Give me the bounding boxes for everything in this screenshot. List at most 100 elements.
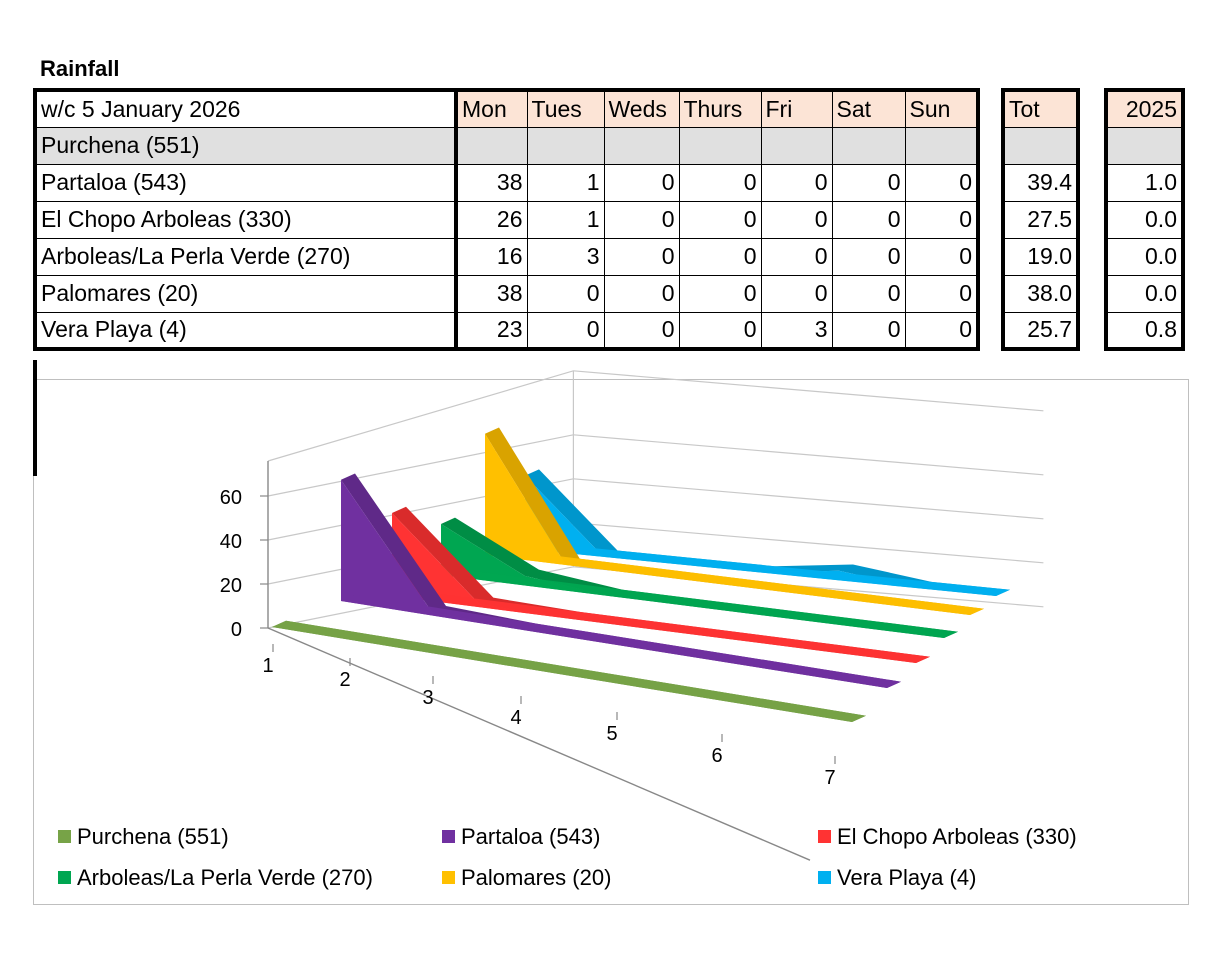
rain-cell: 0: [678, 311, 762, 350]
year-cell: 0.8: [1105, 311, 1184, 350]
legend-swatch: [442, 829, 455, 843]
rainfall-table: w/c 5 January 2026 Mon Tues Weds Thurs F…: [33, 88, 980, 351]
legend-item: El Chopo Arboleas (330): [818, 824, 1077, 850]
table-header-row: w/c 5 January 2026 Mon Tues Weds Thurs F…: [34, 89, 979, 128]
rain-cell: 0: [760, 200, 833, 239]
rain-cell: [678, 126, 762, 165]
rain-cell: 0: [831, 163, 906, 202]
rain-cell: 0: [904, 311, 979, 350]
rain-cell: [904, 126, 979, 165]
table-border-line: [33, 360, 37, 476]
rain-cell: 0: [678, 163, 762, 202]
year-cell: 0.0: [1105, 274, 1184, 313]
rain-cell: 0: [603, 200, 680, 239]
total-cell: 39.4: [1002, 163, 1079, 202]
table-row: Arboleas/La Perla Verde (270) 16 3 0 0 0…: [34, 237, 979, 276]
rain-cell: 0: [760, 237, 833, 276]
legend-swatch: [818, 829, 831, 843]
total-header: Tot: [1002, 89, 1079, 128]
rain-cell: 1: [526, 200, 605, 239]
rain-cell: 1: [526, 163, 605, 202]
legend-swatch: [442, 870, 455, 884]
rain-cell: 0: [526, 274, 605, 313]
rain-cell: 0: [603, 274, 680, 313]
rain-cell: [603, 126, 680, 165]
table-row: Vera Playa (4) 23 0 0 0 3 0 0: [34, 311, 979, 350]
legend-item: Palomares (20): [442, 865, 611, 891]
legend-label: Arboleas/La Perla Verde (270): [77, 865, 373, 890]
legend-label: Palomares (20): [461, 865, 612, 890]
rain-cell: 23: [454, 311, 528, 350]
table-row: Purchena (551): [34, 126, 979, 165]
legend-item: Arboleas/La Perla Verde (270): [58, 865, 373, 891]
table-row: El Chopo Arboleas (330) 26 1 0 0 0 0 0: [34, 200, 979, 239]
station-name: Palomares (20): [34, 274, 457, 313]
rain-cell: 3: [526, 237, 605, 276]
legend-swatch: [58, 829, 71, 843]
year-cell: [1105, 126, 1184, 165]
total-cell: [1002, 126, 1079, 165]
rain-cell: 0: [603, 311, 680, 350]
rain-cell: 0: [678, 200, 762, 239]
station-name: Arboleas/La Perla Verde (270): [34, 237, 457, 276]
rain-cell: [454, 126, 528, 165]
rain-cell: 0: [831, 237, 906, 276]
total-cell: 27.5: [1002, 200, 1079, 239]
table-row: Partaloa (543) 38 1 0 0 0 0 0: [34, 163, 979, 202]
total-cell: 38.0: [1002, 274, 1079, 313]
page-title: Rainfall: [40, 56, 120, 81]
week-label: w/c 5 January 2026: [34, 89, 457, 128]
rain-cell: 38: [454, 274, 528, 313]
rain-cell: 0: [831, 200, 906, 239]
rain-cell: 16: [454, 237, 528, 276]
day-header-weds: Weds: [603, 89, 680, 128]
station-name: Purchena (551): [34, 126, 457, 165]
rain-cell: 0: [603, 237, 680, 276]
rain-cell: 0: [904, 200, 979, 239]
year-table: 2025 1.0 0.0 0.0 0.0 0.8: [1104, 88, 1185, 351]
legend-item: Partaloa (543): [442, 824, 600, 850]
total-cell: 19.0: [1002, 237, 1079, 276]
day-header-sun: Sun: [904, 89, 979, 128]
total-cell: 25.7: [1002, 311, 1079, 350]
rain-cell: 26: [454, 200, 528, 239]
station-name: Vera Playa (4): [34, 311, 457, 350]
rain-cell: 0: [904, 274, 979, 313]
station-name: El Chopo Arboleas (330): [34, 200, 457, 239]
day-header-thurs: Thurs: [678, 89, 762, 128]
rain-cell: 0: [831, 311, 906, 350]
total-table: Tot 39.4 27.5 19.0 38.0 25.7: [1001, 88, 1080, 351]
rain-cell: 0: [831, 274, 906, 313]
rain-cell: [760, 126, 833, 165]
rain-cell: 0: [904, 163, 979, 202]
year-cell: 1.0: [1105, 163, 1184, 202]
day-header-sat: Sat: [831, 89, 906, 128]
day-header-tues: Tues: [526, 89, 605, 128]
day-header-fri: Fri: [760, 89, 833, 128]
day-header-mon: Mon: [454, 89, 528, 128]
legend-item: Vera Playa (4): [818, 865, 976, 891]
rain-cell: 0: [678, 274, 762, 313]
legend-swatch: [58, 870, 71, 884]
rain-cell: 0: [904, 237, 979, 276]
legend-label: Vera Playa (4): [837, 865, 977, 890]
station-name: Partaloa (543): [34, 163, 457, 202]
legend-label: Partaloa (543): [461, 824, 601, 849]
legend-swatch: [818, 870, 831, 884]
rain-cell: 0: [603, 163, 680, 202]
legend-label: Purchena (551): [77, 824, 229, 849]
table-row: Palomares (20) 38 0 0 0 0 0 0: [34, 274, 979, 313]
rain-cell: 0: [760, 163, 833, 202]
rain-cell: [526, 126, 605, 165]
rain-cell: 0: [678, 237, 762, 276]
rain-cell: [831, 126, 906, 165]
rain-cell: 0: [526, 311, 605, 350]
rain-cell: 38: [454, 163, 528, 202]
legend-label: El Chopo Arboleas (330): [837, 824, 1077, 849]
year-header: 2025: [1105, 89, 1184, 128]
year-cell: 0.0: [1105, 200, 1184, 239]
rain-cell: 0: [760, 274, 833, 313]
rain-cell: 3: [760, 311, 833, 350]
year-cell: 0.0: [1105, 237, 1184, 276]
legend-item: Purchena (551): [58, 824, 229, 850]
